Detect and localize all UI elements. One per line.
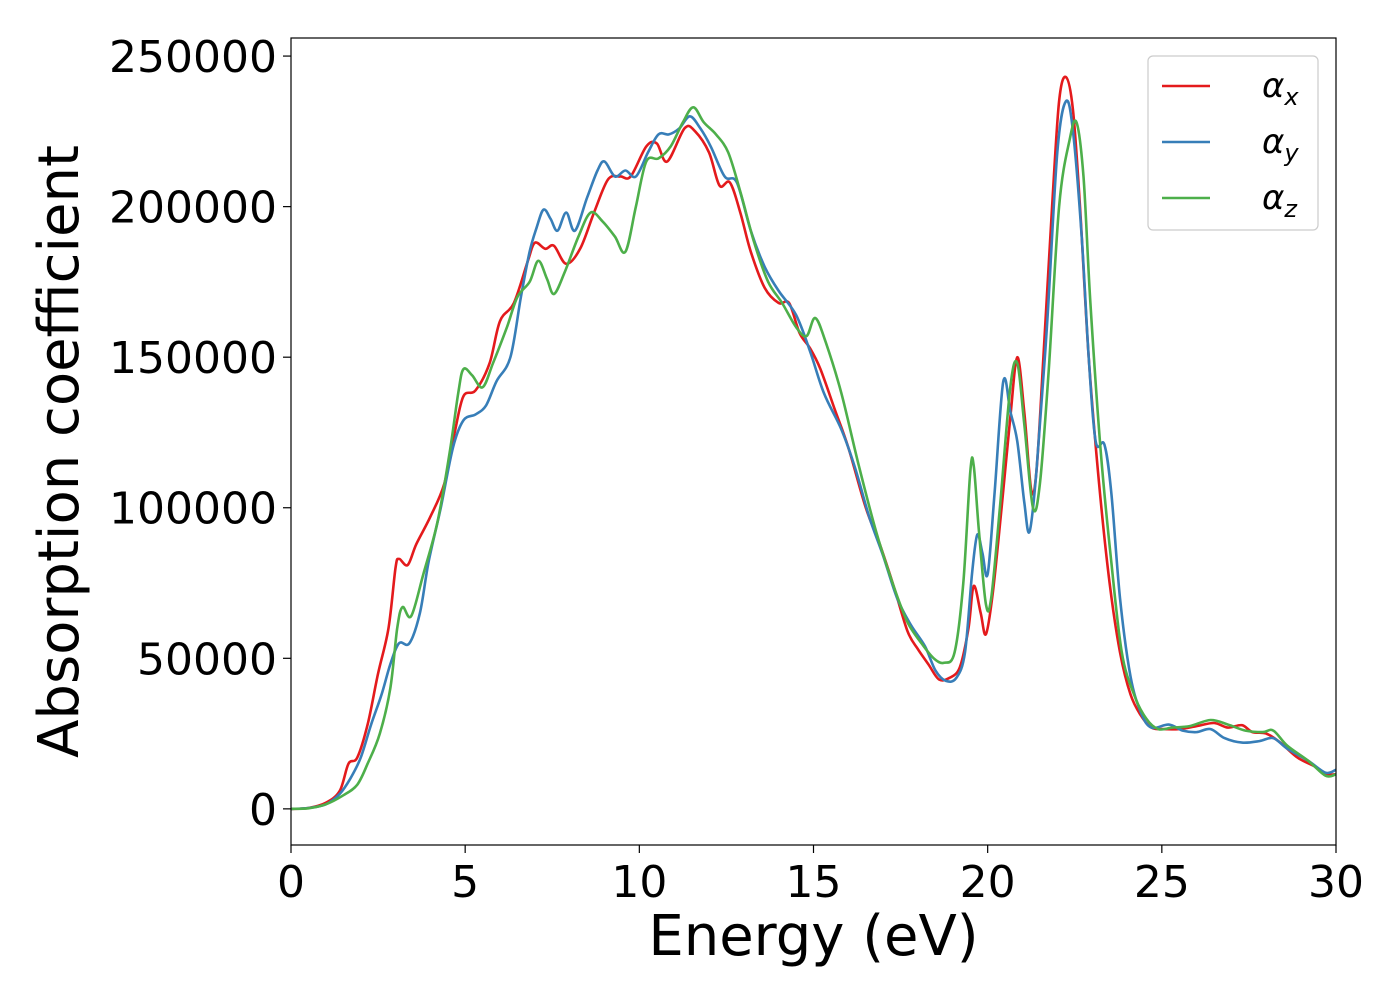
x-tick-label: 15 xyxy=(786,857,842,908)
y-tick-label: 200000 xyxy=(109,183,277,234)
legend-label: αz xyxy=(1262,178,1298,223)
y-tick-label: 150000 xyxy=(109,333,277,384)
series-line-alpha-y xyxy=(291,99,1336,811)
y-tick-label: 50000 xyxy=(137,634,277,685)
legend-item-alpha-x: αx xyxy=(1162,66,1299,111)
y-tick-label: 250000 xyxy=(109,32,277,83)
y-axis-ticks: 0 50000 100000 150000 200000 250000 xyxy=(109,32,291,836)
legend-item-alpha-z: αz xyxy=(1162,178,1298,223)
series-layer xyxy=(291,75,1336,811)
legend-label: αy xyxy=(1262,122,1299,167)
y-tick-label: 0 xyxy=(249,785,277,836)
legend-label: αx xyxy=(1262,66,1299,111)
legend-label-symbol: α xyxy=(1262,178,1284,218)
y-tick-label: 100000 xyxy=(109,484,277,535)
legend-label-subscript: x xyxy=(1283,83,1299,111)
x-tick-label: 0 xyxy=(277,857,305,908)
legend-box xyxy=(1147,55,1319,231)
x-tick-label: 10 xyxy=(611,857,667,908)
x-tick-label: 30 xyxy=(1308,857,1364,908)
legend-label-subscript: y xyxy=(1283,139,1299,167)
legend-label-subscript: z xyxy=(1283,195,1298,223)
x-tick-label: 25 xyxy=(1134,857,1190,908)
legend-label-symbol: α xyxy=(1262,66,1284,106)
y-axis-label: Absorption coefficient xyxy=(27,145,92,758)
legend-item-alpha-y: αy xyxy=(1162,122,1299,167)
x-tick-label: 20 xyxy=(960,857,1016,908)
x-tick-label: 5 xyxy=(451,857,479,908)
series-line-alpha-z xyxy=(291,106,1336,811)
x-axis-ticks: 0 5 10 15 20 25 30 xyxy=(277,845,1364,908)
legend-label-symbol: α xyxy=(1262,122,1284,162)
x-axis-label: Energy (eV) xyxy=(648,904,978,969)
